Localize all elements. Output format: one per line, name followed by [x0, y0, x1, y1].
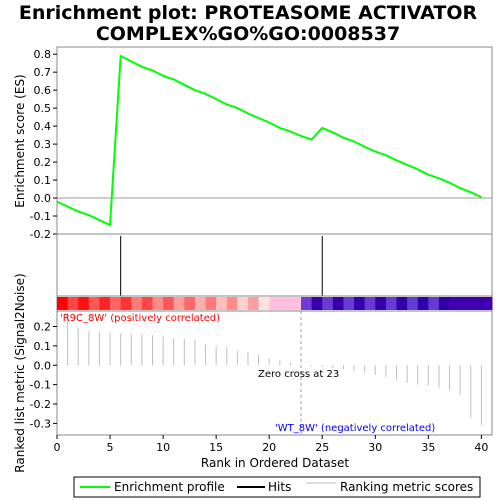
band-segment	[194, 297, 207, 310]
es-y-tick-label: -0.2	[30, 228, 51, 241]
band-segment	[301, 297, 313, 310]
enrichment-curve-group	[56, 54, 482, 227]
hits-panel	[56, 233, 493, 297]
band-segment	[354, 297, 366, 310]
metric-y-axis: -0.3 -0.2 -0.1 0.0 0.1 0.2	[30, 321, 57, 430]
band-segment	[385, 297, 398, 310]
zero-cross-annotation: Zero cross at 23	[258, 369, 339, 380]
band-segment	[417, 297, 429, 310]
band-segment	[343, 297, 355, 310]
band-segment	[396, 297, 408, 310]
x-tick-label: 30	[368, 441, 382, 454]
metric-bars	[67, 312, 482, 426]
band-segment	[173, 297, 185, 310]
es-panel	[56, 46, 493, 235]
es-y-tick-label: 0.3	[34, 138, 52, 151]
x-tick-label: 10	[156, 441, 170, 454]
es-y-tick-label: 0.2	[34, 156, 52, 169]
band-segment	[152, 297, 164, 310]
x-tick-label: 35	[421, 441, 435, 454]
metric-y-tick-label: 0.1	[34, 340, 52, 353]
band-segment	[322, 297, 334, 310]
band-segment	[375, 297, 387, 310]
es-y-tick-label: 0.4	[34, 120, 52, 133]
metric-y-tick-label: -0.1	[30, 379, 51, 392]
metric-axis-label: Ranked list metric (Signal2Noise)	[13, 273, 27, 472]
legend	[73, 476, 481, 498]
band-segment	[67, 297, 79, 310]
es-y-tick-label: 0.5	[34, 102, 52, 115]
band-segment	[57, 297, 69, 310]
metric-panel	[56, 310, 493, 436]
band-segment	[481, 297, 493, 310]
band-segment	[88, 297, 100, 310]
band-segment	[78, 297, 90, 310]
metric-y-tick-label: -0.2	[30, 398, 51, 411]
es-y-tick-label: 0.7	[34, 66, 52, 79]
metric-y-tick-label: 0.2	[34, 321, 52, 334]
chart-title-line2: COMPLEX%GO%GO:0008537	[96, 23, 400, 45]
x-tick-label: 0	[54, 441, 61, 454]
x-axis: 0 5 10 15 20 25 30 35 40	[54, 435, 488, 454]
band-segment	[279, 297, 291, 310]
band-segment	[332, 297, 344, 310]
band-segment	[120, 297, 132, 310]
es-y-tick-label: 0.8	[34, 48, 52, 61]
band-segment	[470, 297, 482, 310]
band-segment	[131, 297, 143, 310]
negative-annotation: 'WT_8W' (negatively correlated)	[275, 423, 435, 434]
x-axis-label: Rank in Ordered Dataset	[201, 456, 349, 470]
es-axis-label: Enrichment score (ES)	[13, 74, 27, 207]
band-segment	[237, 297, 249, 310]
band-segment	[290, 297, 302, 310]
chart-title-line1: Enrichment plot: PROTEASOME ACTIVATOR	[19, 2, 478, 24]
band-segment	[311, 297, 323, 310]
es-y-tick-label: 0.0	[34, 192, 52, 205]
band-segment	[258, 297, 270, 310]
metric-y-tick-label: 0.0	[34, 359, 52, 372]
legend-ranking-label: Ranking metric scores	[340, 480, 473, 494]
band-segment	[163, 297, 175, 310]
x-tick-label: 20	[262, 441, 276, 454]
band-segment	[428, 297, 440, 310]
legend-enrichment-label: Enrichment profile	[114, 480, 225, 494]
es-y-tick-label: 0.6	[34, 84, 52, 97]
band-segment	[460, 297, 472, 310]
band-segment	[247, 297, 260, 310]
metric-y-tick-label: -0.3	[30, 417, 51, 430]
band-segment	[184, 297, 196, 310]
x-tick-label: 15	[209, 441, 223, 454]
band-segment	[226, 297, 238, 310]
x-tick-label: 5	[107, 441, 114, 454]
hits-group	[120, 236, 323, 296]
es-y-tick-label: -0.1	[30, 210, 51, 223]
band-segment	[407, 297, 419, 310]
band-segment	[141, 297, 153, 310]
band-segment	[269, 297, 281, 310]
es-y-tick-label: 0.1	[34, 174, 52, 187]
band-segment	[110, 297, 122, 310]
x-tick-label: 40	[474, 441, 488, 454]
band-segment	[205, 297, 217, 310]
band-segment	[216, 297, 228, 310]
band-segment	[364, 297, 376, 310]
legend-hits-label: Hits	[268, 480, 291, 494]
x-tick-label: 25	[315, 441, 329, 454]
band-segment	[99, 297, 111, 310]
enrichment-curve	[56, 54, 482, 227]
band-segment	[438, 297, 451, 310]
rank-color-band	[57, 297, 493, 310]
es-y-axis: -0.2 -0.1 0.0 0.1 0.2 0.3 0.4 0.5 0.6 0.7 0.8	[30, 48, 57, 241]
positive-annotation: 'R9C_8W' (positively correlated)	[60, 313, 220, 324]
band-segment	[449, 297, 461, 310]
